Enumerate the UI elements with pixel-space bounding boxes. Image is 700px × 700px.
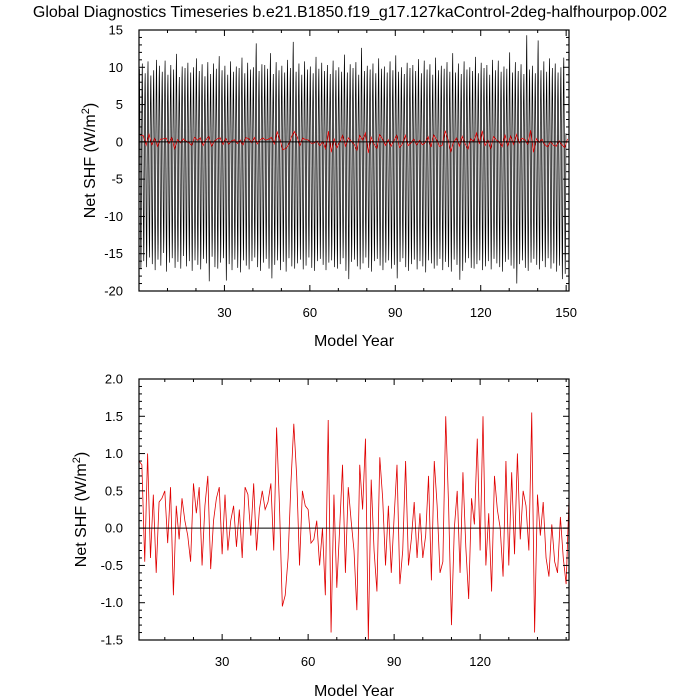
x-tick-label: 120 — [470, 305, 492, 320]
x-tick-label: 150 — [555, 305, 577, 320]
x-tick-label: 60 — [303, 305, 317, 320]
y-tick-label: -10 — [104, 209, 123, 224]
x-tick-label: 30 — [215, 654, 229, 669]
y-tick-label: -5 — [111, 172, 123, 187]
chart-panel-2: 2.0 1.5 1.0 0.5 0.0 -0.5 -1.0 -1.5 30 60 90 120 Mode… — [71, 372, 570, 700]
y-tick-label: 15 — [109, 23, 123, 38]
y-tick-label: -20 — [104, 284, 123, 299]
x-tick-label: 90 — [387, 654, 401, 669]
monthly-series-line — [139, 35, 567, 284]
x-tick-label: 30 — [217, 305, 231, 320]
y-tick-label: -15 — [104, 246, 123, 261]
y-tick-label: 2.0 — [105, 372, 123, 387]
x-axis-label: Model Year — [314, 683, 395, 700]
annual-series-line — [140, 130, 568, 154]
y-axis-label-superscript: 2 — [80, 108, 92, 114]
y-axis-label-close: ) — [73, 452, 90, 457]
annual-series-line — [139, 412, 569, 640]
y-axis-label-text: Net SHF (W/m — [73, 463, 90, 567]
chart-panel-1: 15 10 5 0 -5 -10 -15 -20 30 60 90 120 150 Model Year N… — [80, 23, 577, 351]
plot-area — [139, 412, 569, 640]
x-tick-label: 120 — [469, 654, 491, 669]
x-axis-label: Model Year — [314, 333, 395, 350]
y-tick-label: -1.5 — [101, 633, 123, 648]
x-tick-label: 60 — [301, 654, 315, 669]
y-axis-label-superscript: 2 — [71, 457, 83, 463]
y-axis-label: Net SHF (W/m2) — [71, 452, 90, 567]
y-tick-label: 5 — [116, 97, 123, 112]
y-tick-label: 1.0 — [105, 446, 123, 461]
y-tick-label: 0 — [116, 134, 123, 149]
y-tick-label: 1.5 — [105, 409, 123, 424]
y-tick-label: -0.5 — [101, 558, 123, 573]
chart-title: Global Diagnostics Timeseries b.e21.B185… — [32, 4, 668, 21]
y-tick-label: -1.0 — [101, 595, 123, 610]
y-tick-label: 10 — [109, 60, 123, 75]
y-axis-label-close: ) — [82, 103, 99, 108]
y-axis-label: Net SHF (W/m2) — [80, 103, 99, 218]
y-tick-label: 0.0 — [105, 521, 123, 536]
plot-area — [139, 35, 568, 284]
y-axis-label-text: Net SHF (W/m — [82, 114, 99, 218]
plot-frame — [138, 378, 570, 641]
x-tick-label: 90 — [388, 305, 402, 320]
y-tick-label: 0.5 — [105, 483, 123, 498]
plot-frame — [138, 29, 570, 292]
